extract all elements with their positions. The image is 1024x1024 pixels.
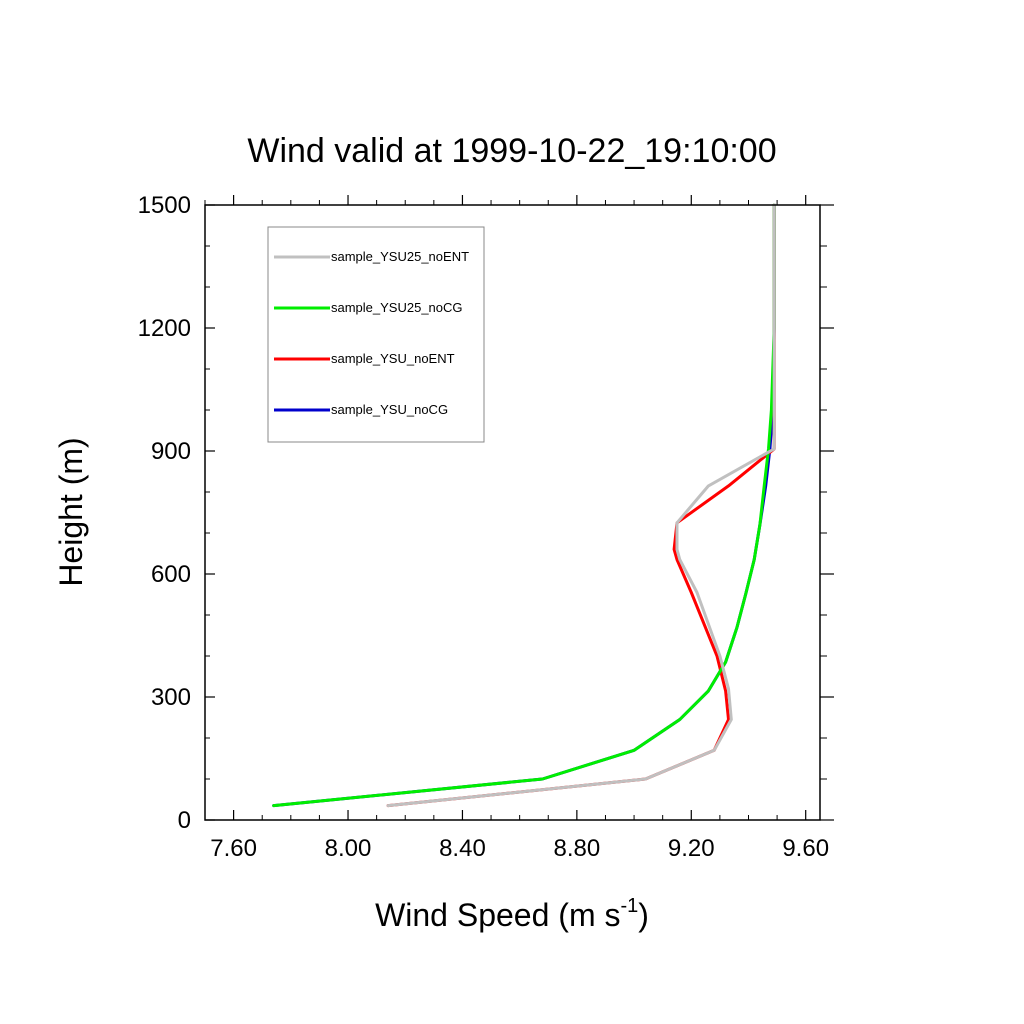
series-line-sample_YSU25_noENT	[386, 203, 776, 808]
y-tick-label: 0	[178, 807, 191, 834]
legend: sample_YSU25_noENT sample_YSU25_noCGsampl…	[267, 226, 485, 443]
y-axis-title: Height (m)	[53, 437, 89, 586]
x-tick-label: 7.60	[210, 835, 257, 862]
legend-label-sample_YSU25_noENT: sample_YSU25_noENT	[331, 249, 469, 264]
y-tick-label: 1500	[138, 192, 191, 219]
x-tick-label: 8.00	[325, 835, 372, 862]
y-tick-label: 300	[151, 684, 191, 711]
legend-label-sample_YSU25_noCG: sample_YSU25_noCG	[331, 300, 463, 315]
x-axis-title-superscript: -1	[620, 895, 638, 917]
plot-frame	[204, 204, 821, 821]
series-line-sample_YSU25_noCG	[272, 203, 776, 808]
ticks-layer: 7.60 8.00 8.40 8.80 9.20 9.60 0 300 600 900 1200 15…	[138, 192, 834, 862]
x-axis-title: Wind Speed (m s-1)	[375, 895, 649, 933]
legend-box	[267, 226, 485, 443]
y-tick-label: 1200	[138, 315, 191, 342]
x-tick-label: 8.80	[554, 835, 601, 862]
legend-label-sample_YSU_noENT: sample_YSU_noENT	[331, 351, 455, 366]
y-tick-label: 900	[151, 438, 191, 465]
x-tick-label: 9.60	[782, 835, 829, 862]
legend-label-sample_YSU_noCG: sample_YSU_noCG	[331, 402, 448, 417]
x-axis-title-main: Wind Speed (m s	[375, 897, 620, 933]
legend-items: sample_YSU25_noENT sample_YSU25_noCGsampl…	[274, 249, 469, 417]
x-axis-title-suffix: )	[638, 897, 649, 933]
series-layer	[272, 203, 776, 808]
x-tick-label: 9.20	[668, 835, 715, 862]
chart-title: Wind valid at 1999-10-22_19:10:00	[247, 132, 776, 170]
x-tick-label: 8.40	[439, 835, 486, 862]
y-tick-label: 600	[151, 561, 191, 588]
